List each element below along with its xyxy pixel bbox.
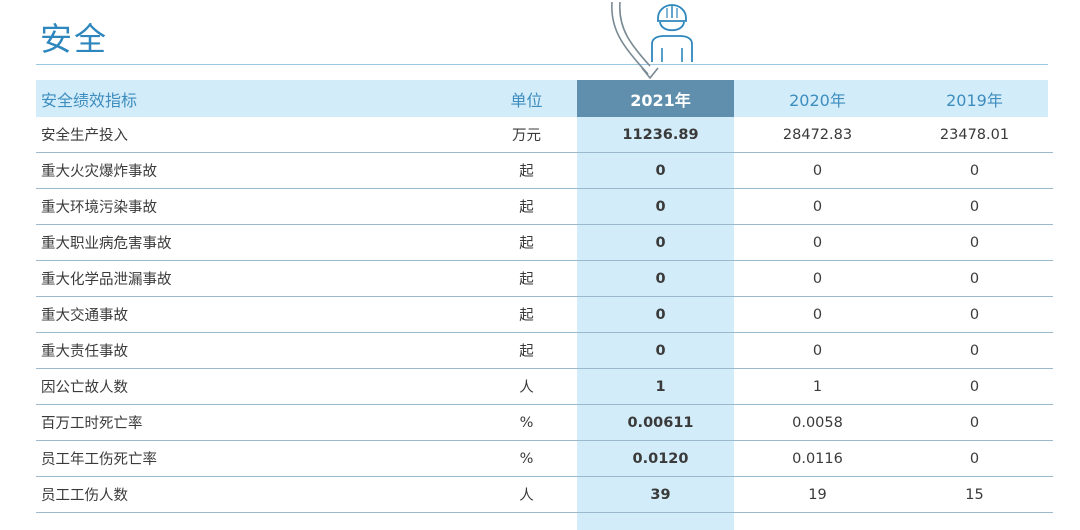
value-2020: 1 (739, 368, 896, 405)
value-2019: 0 (896, 404, 1053, 441)
table-row: 重大责任事故 起 0 0 0 (36, 332, 1053, 369)
value-2020: 19 (739, 476, 896, 513)
indicator-unit: 起 (471, 332, 582, 369)
indicator-unit: % (471, 440, 582, 477)
value-2020: 0 (739, 296, 896, 333)
header-unit: 单位 (510, 90, 543, 110)
value-2019: 0 (896, 440, 1053, 477)
table-row: 员工工伤人数 人 39 19 15 (36, 476, 1053, 513)
indicator-unit: 起 (471, 188, 582, 225)
indicator-unit: 万元 (471, 117, 582, 153)
value-2019: 0 (896, 296, 1053, 333)
value-2021: 1 (582, 368, 739, 405)
indicator-name: 重大火灾爆炸事故 (36, 152, 471, 189)
indicator-unit: 人 (471, 476, 582, 513)
table-row: 重大火灾爆炸事故 起 0 0 0 (36, 152, 1053, 189)
value-2020: 28472.83 (739, 117, 896, 153)
table-header-band (36, 80, 1048, 117)
value-2021: 39 (582, 476, 739, 513)
indicator-name: 百万工时死亡率 (36, 404, 471, 441)
value-2020: 0 (739, 224, 896, 261)
table-row: 百万工时死亡率 % 0.00611 0.0058 0 (36, 404, 1053, 441)
indicator-name: 重大职业病危害事故 (36, 224, 471, 261)
indicator-name: 安全生产投入 (36, 117, 471, 153)
table-row: 重大化学品泄漏事故 起 0 0 0 (36, 260, 1053, 297)
indicator-name: 因公亡故人数 (36, 368, 471, 405)
value-2019: 0 (896, 188, 1053, 225)
table-row: 重大交通事故 起 0 0 0 (36, 296, 1053, 333)
header-indicator: 安全绩效指标 (41, 90, 138, 110)
safety-performance-table: 安全绩效指标 单位 2021年 2020年 2019年 安全生产投入 万元 11… (36, 80, 1053, 513)
indicator-name: 重大环境污染事故 (36, 188, 471, 225)
indicator-name: 重大责任事故 (36, 332, 471, 369)
indicator-name: 重大交通事故 (36, 296, 471, 333)
table-row: 安全生产投入 万元 11236.89 28472.83 23478.01 (36, 117, 1053, 153)
header-2021: 2021年 (630, 90, 691, 110)
header-2020: 2020年 (789, 90, 846, 110)
value-2020: 0 (739, 188, 896, 225)
value-2021: 0 (582, 224, 739, 261)
indicator-unit: 起 (471, 260, 582, 297)
value-2021: 0 (582, 188, 739, 225)
indicator-name: 重大化学品泄漏事故 (36, 260, 471, 297)
table-row: 重大环境污染事故 起 0 0 0 (36, 188, 1053, 225)
value-2021: 0.0120 (582, 440, 739, 477)
value-2019: 0 (896, 368, 1053, 405)
value-2019: 0 (896, 224, 1053, 261)
table-row: 重大职业病危害事故 起 0 0 0 (36, 224, 1053, 261)
table-row: 因公亡故人数 人 1 1 0 (36, 368, 1053, 405)
value-2021: 0 (582, 152, 739, 189)
table-row: 员工年工伤死亡率 % 0.0120 0.0116 0 (36, 440, 1053, 477)
value-2021: 0 (582, 332, 739, 369)
indicator-unit: 人 (471, 368, 582, 405)
value-2021: 11236.89 (582, 117, 739, 153)
indicator-name: 员工年工伤死亡率 (36, 440, 471, 477)
table-header-row: 安全绩效指标 单位 2021年 2020年 2019年 (36, 80, 1053, 117)
value-2020: 0 (739, 260, 896, 297)
value-2021: 0 (582, 296, 739, 333)
indicator-unit: 起 (471, 296, 582, 333)
header-2019: 2019年 (946, 90, 1003, 110)
indicator-name: 员工工伤人数 (36, 476, 471, 513)
indicator-unit: % (471, 404, 582, 441)
value-2019: 0 (896, 260, 1053, 297)
worker-helmet-icon (611, 1, 693, 80)
value-2019: 23478.01 (896, 117, 1053, 153)
header-2021-band (577, 80, 734, 117)
value-2021: 0 (582, 260, 739, 297)
page-title: 安全 (40, 20, 109, 58)
title-divider (36, 64, 1048, 65)
indicator-unit: 起 (471, 152, 582, 189)
value-2020: 0.0116 (739, 440, 896, 477)
indicator-unit: 起 (471, 224, 582, 261)
value-2020: 0.0058 (739, 404, 896, 441)
value-2021: 0.00611 (582, 404, 739, 441)
value-2019: 0 (896, 332, 1053, 369)
value-2020: 0 (739, 152, 896, 189)
value-2019: 15 (896, 476, 1053, 513)
value-2019: 0 (896, 152, 1053, 189)
value-2020: 0 (739, 332, 896, 369)
